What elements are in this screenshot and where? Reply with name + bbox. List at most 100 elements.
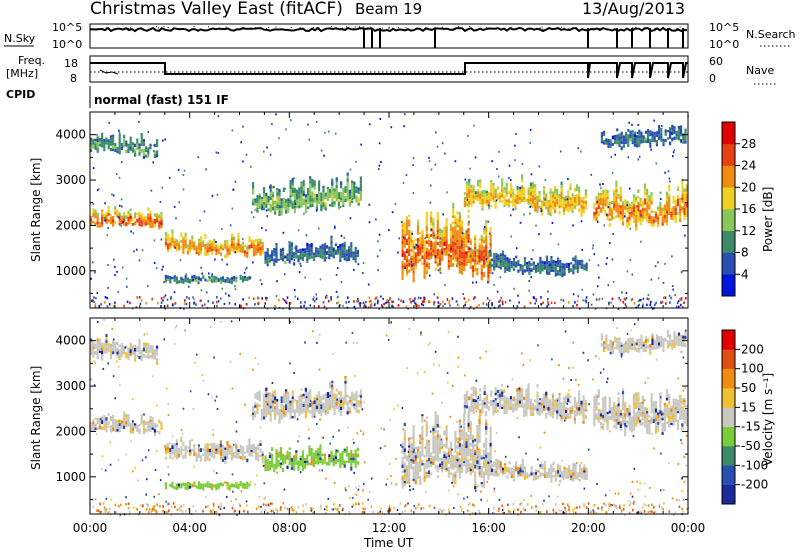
y-tick-label: 1000 bbox=[55, 264, 86, 278]
heatmap-cell bbox=[90, 277, 92, 280]
heatmap-cell bbox=[550, 301, 553, 304]
heatmap-cell bbox=[273, 186, 275, 188]
heatmap-cell bbox=[330, 246, 333, 249]
heatmap-cell bbox=[665, 207, 669, 211]
heatmap-cell bbox=[95, 297, 97, 300]
heatmap-cell bbox=[123, 141, 126, 145]
heatmap-cell bbox=[193, 274, 196, 279]
heatmap-cell bbox=[221, 247, 225, 251]
heatmap-cell bbox=[191, 235, 194, 239]
heatmap-cell bbox=[611, 258, 614, 261]
heatmap-cell bbox=[354, 449, 357, 452]
heatmap-cell bbox=[287, 398, 290, 403]
heatmap-cell bbox=[274, 414, 277, 417]
heatmap-cell bbox=[472, 297, 475, 300]
heatmap-cell bbox=[408, 242, 411, 246]
heatmap-cell bbox=[408, 245, 411, 250]
heatmap-cell bbox=[173, 486, 176, 490]
heatmap-cell bbox=[463, 240, 466, 245]
heatmap-cell bbox=[248, 453, 251, 457]
heatmap-cell bbox=[445, 233, 448, 237]
heatmap-cell bbox=[427, 262, 431, 266]
heatmap-cell bbox=[363, 303, 366, 306]
heatmap-cell bbox=[354, 307, 356, 310]
heatmap-cell bbox=[291, 399, 294, 403]
heatmap-cell bbox=[271, 250, 274, 253]
nsearch-dot bbox=[679, 26, 681, 28]
heatmap-cell bbox=[529, 128, 532, 131]
heatmap-cell bbox=[481, 194, 484, 197]
heatmap-cell bbox=[401, 229, 404, 233]
heatmap-cell bbox=[120, 220, 123, 225]
heatmap-cell bbox=[648, 201, 651, 205]
heatmap-cell bbox=[408, 222, 411, 225]
heatmap-cell bbox=[478, 238, 481, 241]
heatmap-cell bbox=[275, 248, 278, 252]
heatmap-cell bbox=[410, 260, 413, 263]
heatmap-cell bbox=[112, 340, 115, 345]
heatmap-cell bbox=[605, 142, 608, 145]
heatmap-cell bbox=[425, 257, 428, 260]
heatmap-cell bbox=[578, 199, 581, 203]
heatmap-cell bbox=[109, 419, 112, 422]
heatmap-cell bbox=[343, 451, 346, 454]
heatmap-cell bbox=[162, 139, 164, 142]
heatmap-cell bbox=[672, 195, 675, 200]
heatmap-cell bbox=[430, 233, 433, 237]
heatmap-cell bbox=[326, 396, 329, 399]
heatmap-cell bbox=[118, 141, 121, 145]
heatmap-cell bbox=[478, 245, 481, 248]
heatmap-cell bbox=[581, 248, 583, 251]
heatmap-cell bbox=[401, 238, 404, 241]
heatmap-cell bbox=[151, 218, 154, 221]
heatmap-cell bbox=[278, 192, 281, 196]
heatmap-cell bbox=[423, 468, 426, 472]
heatmap-cell bbox=[669, 135, 672, 139]
heatmap-cell bbox=[345, 460, 348, 463]
heatmap-cell bbox=[217, 246, 220, 249]
heatmap-cell bbox=[109, 357, 112, 360]
heatmap-cell bbox=[121, 205, 123, 208]
heatmap-cell bbox=[632, 209, 636, 212]
heatmap-cell bbox=[114, 344, 117, 347]
heatmap-cell bbox=[421, 418, 424, 423]
heatmap-cell bbox=[403, 230, 406, 234]
heatmap-cell bbox=[414, 257, 417, 262]
heatmap-cell bbox=[678, 297, 681, 301]
heatmap-cell bbox=[173, 451, 176, 455]
heatmap-cell bbox=[425, 211, 428, 214]
heatmap-cell bbox=[265, 401, 268, 404]
heatmap-cell bbox=[263, 398, 266, 403]
heatmap-cell bbox=[651, 133, 654, 137]
heatmap-cell bbox=[355, 407, 358, 410]
heatmap-cell bbox=[603, 139, 606, 142]
heatmap-cell bbox=[341, 451, 344, 455]
heatmap-cell bbox=[300, 397, 303, 400]
heatmap-cell bbox=[490, 182, 493, 186]
heatmap-cell bbox=[252, 414, 255, 418]
heatmap-cell bbox=[629, 130, 632, 135]
heatmap-cell bbox=[408, 447, 411, 451]
heatmap-cell bbox=[230, 233, 233, 238]
heatmap-cell bbox=[276, 407, 279, 410]
heatmap-cell bbox=[268, 464, 271, 468]
heatmap-cell bbox=[452, 463, 455, 466]
heatmap-cell bbox=[401, 241, 404, 244]
heatmap-cell bbox=[158, 419, 161, 424]
heatmap-cell bbox=[301, 461, 304, 465]
heatmap-cell bbox=[665, 213, 669, 217]
heatmap-cell bbox=[454, 471, 457, 475]
heatmap-cell bbox=[408, 459, 411, 464]
heatmap-cell bbox=[512, 197, 515, 200]
heatmap-cell bbox=[655, 140, 658, 144]
heatmap-cell bbox=[235, 454, 238, 459]
heatmap-cell bbox=[621, 216, 625, 219]
heatmap-cell bbox=[423, 476, 426, 479]
heatmap-cell bbox=[300, 388, 303, 391]
heatmap-cell bbox=[425, 219, 428, 223]
heatmap-cell bbox=[149, 422, 152, 426]
heatmap-cell bbox=[578, 259, 582, 264]
heatmap-cell bbox=[351, 186, 354, 189]
heatmap-cell bbox=[232, 483, 236, 488]
nave-tick-bottom: 0 bbox=[709, 72, 716, 85]
